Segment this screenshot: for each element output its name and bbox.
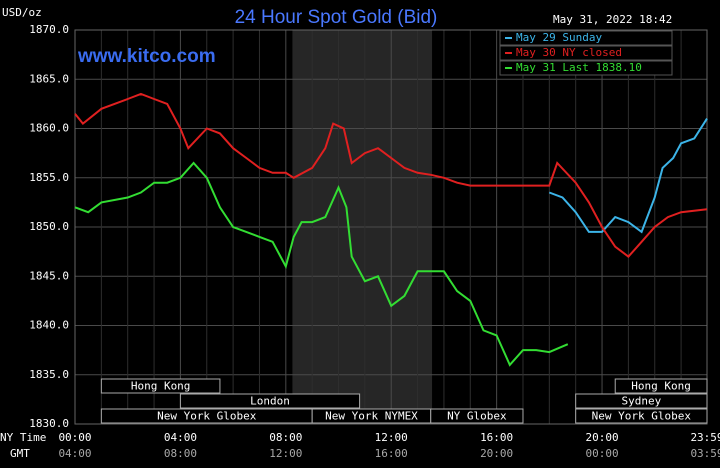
price-line xyxy=(74,161,569,367)
x2-tick-label: 00:00 xyxy=(585,447,618,460)
x2-tick-label: 04:00 xyxy=(58,447,91,460)
watermark: www.kitco.com xyxy=(77,46,216,67)
session-label: Sydney xyxy=(621,395,661,408)
y-tick-label: 1860.0 xyxy=(29,122,69,135)
x-tick-label: 00:00 xyxy=(58,431,91,444)
session-box xyxy=(179,393,361,409)
x2-tick-label: 20:00 xyxy=(480,447,513,460)
x2-tick-label: 16:00 xyxy=(375,447,408,460)
y-tick-label: 1850.0 xyxy=(29,220,69,233)
legend-box xyxy=(499,45,673,61)
session-label: New York Globex xyxy=(157,410,257,423)
x-tick-label: 08:00 xyxy=(269,431,302,444)
x2-tick-label: 08:00 xyxy=(164,447,197,460)
legend-label: May 31 Last 1838.10 xyxy=(516,61,642,74)
y-tick-label: 1865.0 xyxy=(29,72,69,85)
y-tick-label: 1870.0 xyxy=(29,23,69,36)
y-tick-label: 1840.0 xyxy=(29,319,69,332)
chart-title: 24 Hour Spot Gold (Bid) xyxy=(235,7,438,28)
x-tick-label: 20:00 xyxy=(585,431,618,444)
session-box xyxy=(614,378,708,394)
session-box xyxy=(575,393,708,409)
x2-axis-label: GMT xyxy=(10,447,30,460)
price-line xyxy=(548,118,708,234)
price-line xyxy=(74,92,708,258)
y-axis-label: USD/oz xyxy=(2,6,42,19)
legend-label: May 30 NY closed xyxy=(516,46,622,59)
legend-label: May 29 Sunday xyxy=(516,31,602,44)
y-tick-label: 1855.0 xyxy=(29,171,69,184)
timestamp: May 31, 2022 18:42 xyxy=(553,13,672,26)
session-box xyxy=(430,408,524,424)
legend-box xyxy=(499,30,673,46)
legend-box xyxy=(499,60,673,76)
session-label: Hong Kong xyxy=(631,380,691,393)
x-tick-label: 04:00 xyxy=(164,431,197,444)
session-label: London xyxy=(250,395,290,408)
session-label: NY Globex xyxy=(447,410,507,423)
y-tick-label: 1845.0 xyxy=(29,269,69,282)
y-tick-label: 1835.0 xyxy=(29,368,69,381)
session-box xyxy=(575,408,708,424)
session-label: New York NYMEX xyxy=(325,410,418,423)
x-tick-label: 16:00 xyxy=(480,431,513,444)
x2-tick-label: 12:00 xyxy=(269,447,302,460)
y-tick-label: 1830.0 xyxy=(29,417,69,430)
x-tick-label: 23:59 xyxy=(690,431,720,444)
session-box xyxy=(100,378,221,394)
session-label: Hong Kong xyxy=(131,380,191,393)
plot-border xyxy=(74,29,708,425)
session-label: New York Globex xyxy=(592,410,692,423)
x-axis-label: NY Time xyxy=(0,431,46,444)
x-tick-label: 12:00 xyxy=(375,431,408,444)
x2-tick-label: 03:59 xyxy=(690,447,720,460)
